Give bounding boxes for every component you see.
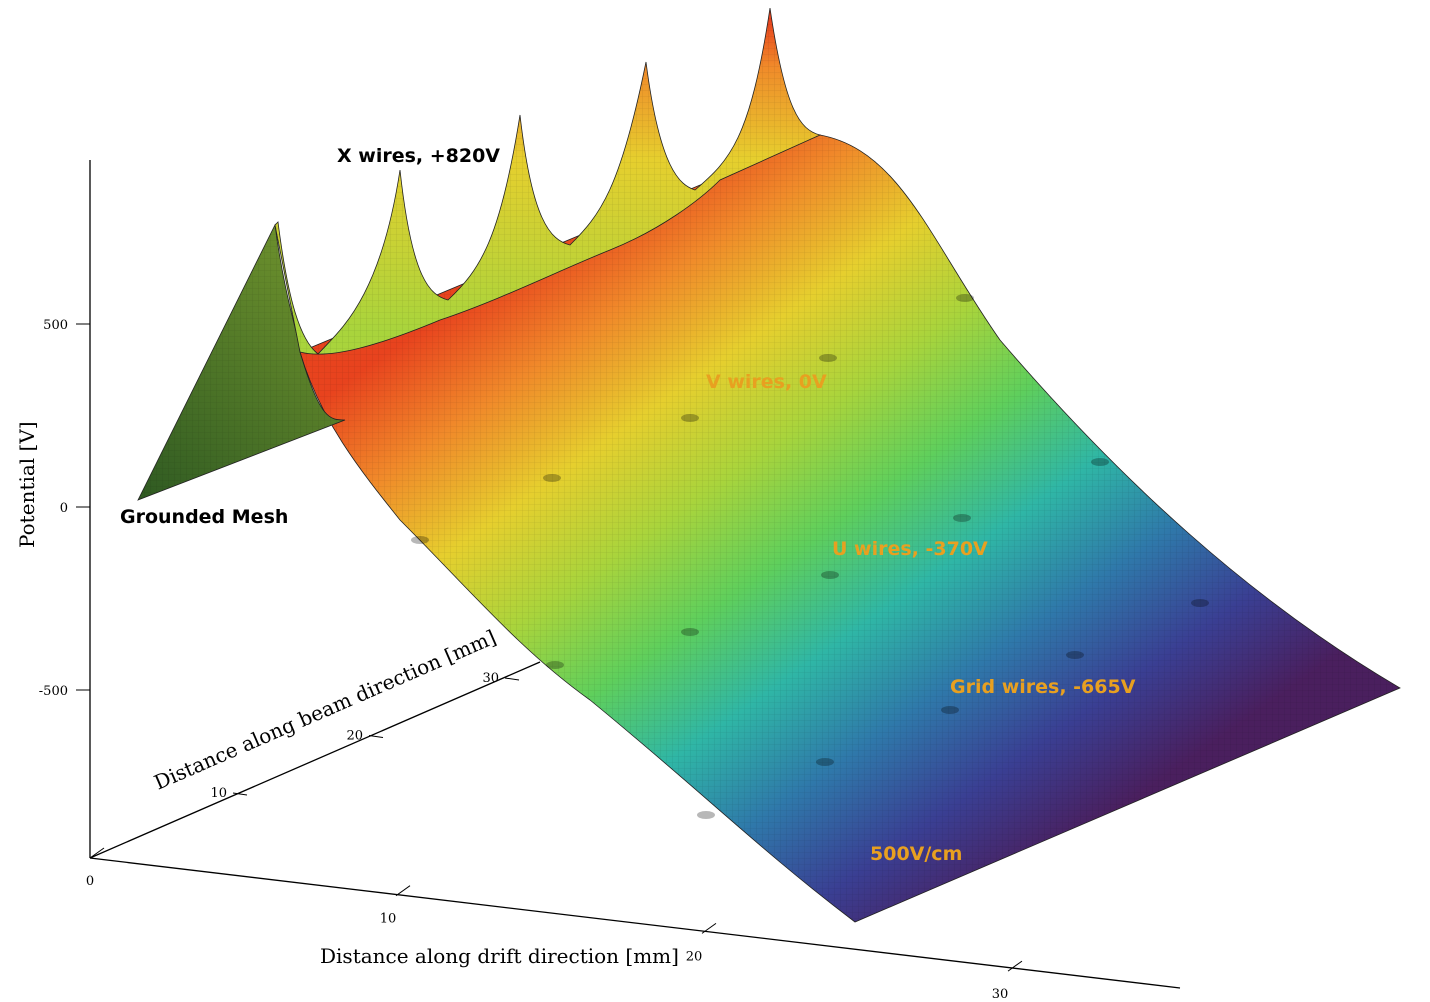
y-tick-label-1: 20 bbox=[346, 729, 363, 744]
wire-dimple-10 bbox=[941, 706, 959, 714]
y-tick-label-2: 30 bbox=[482, 671, 499, 686]
wire-dimple-8 bbox=[411, 536, 429, 544]
x-tick-label-1: 10 bbox=[380, 912, 397, 927]
x-wire-peaks-mesh bbox=[275, 8, 820, 355]
x-tick-mark-0 bbox=[89, 847, 105, 859]
x-axis-line bbox=[89, 857, 1181, 989]
wire-dimple-9 bbox=[681, 628, 699, 636]
wire-dimple-5 bbox=[821, 571, 839, 579]
y-axis-line bbox=[89, 661, 541, 859]
wire-dimple-14 bbox=[697, 811, 715, 819]
y-axis-title: Distance along beam direction [mm] bbox=[150, 625, 499, 795]
potential-surface bbox=[137, 7, 1401, 923]
z-axis-title: Potential [V] bbox=[15, 421, 39, 548]
annotation-field: 500V/cm bbox=[870, 843, 962, 865]
annotation-x-wires: X wires, +820V bbox=[337, 145, 500, 167]
x-axis-ticks: 0 10 20 30 bbox=[86, 847, 1023, 1002]
z-axis-ticks: 500 0 -500 bbox=[39, 318, 90, 699]
annotation-v-wires: V wires, 0V bbox=[706, 371, 827, 393]
x-tick-label-3: 30 bbox=[992, 987, 1009, 1002]
z-tick-label-0: 500 bbox=[43, 318, 68, 333]
axes bbox=[89, 160, 1181, 989]
wire-dimple-4 bbox=[543, 474, 561, 482]
wire-dimple-1 bbox=[956, 294, 974, 302]
x-tick-label-2: 20 bbox=[686, 949, 703, 964]
annotation-u-wires: U wires, -370V bbox=[832, 538, 988, 560]
y-tick-mark-2 bbox=[504, 677, 520, 681]
wire-dimples bbox=[411, 294, 1209, 819]
wire-dimple-11 bbox=[1066, 651, 1084, 659]
wire-dimple-12 bbox=[546, 661, 564, 669]
annotation-grid-wires: Grid wires, -665V bbox=[950, 676, 1136, 698]
z-tick-label-1: 0 bbox=[60, 501, 68, 516]
y-tick-mark-0 bbox=[232, 792, 248, 796]
wire-dimple-0 bbox=[819, 354, 837, 362]
wire-dimple-3 bbox=[1091, 458, 1109, 466]
wire-dimple-2 bbox=[681, 414, 699, 422]
wire-dimple-13 bbox=[816, 758, 834, 766]
grounded-mesh-face-mesh bbox=[138, 225, 345, 500]
x-axis-title: Distance along drift direction [mm] bbox=[320, 944, 679, 968]
x-tick-mark-1 bbox=[395, 885, 411, 897]
z-tick-label-2: -500 bbox=[39, 684, 68, 699]
annotation-grounded-mesh: Grounded Mesh bbox=[120, 506, 288, 528]
wire-dimple-6 bbox=[953, 514, 971, 522]
x-tick-label-0: 0 bbox=[86, 874, 94, 889]
x-tick-mark-2 bbox=[701, 922, 717, 934]
y-axis-ticks: 10 20 30 bbox=[210, 671, 520, 801]
y-tick-mark-1 bbox=[368, 735, 384, 738]
y-tick-label-0: 10 bbox=[210, 786, 227, 801]
surface-slope-mesh bbox=[300, 135, 1400, 922]
wire-dimple-7 bbox=[1191, 599, 1209, 607]
x-tick-mark-3 bbox=[1007, 960, 1023, 972]
